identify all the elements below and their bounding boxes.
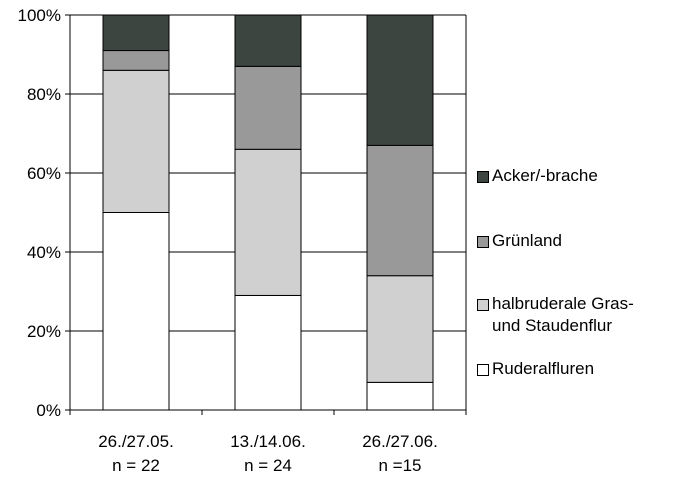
legend-item: halbruderale Gras- und Staudenflur xyxy=(477,293,634,337)
legend-swatch xyxy=(477,171,489,183)
y-tick-label: 100% xyxy=(18,6,61,25)
bar-segment xyxy=(366,144,434,277)
y-tick-label: 0% xyxy=(36,401,61,420)
bar-segment xyxy=(102,212,170,411)
legend-swatch xyxy=(477,299,489,311)
legend-label: halbruderale Gras- und Staudenflur xyxy=(492,294,634,335)
legend-item: Ruderalfluren xyxy=(477,358,594,380)
legend-swatch xyxy=(477,364,489,376)
legend-swatch xyxy=(477,236,489,248)
legend-item: Acker/-brache xyxy=(477,165,598,187)
bar-segment xyxy=(102,50,170,71)
bar-segment xyxy=(102,69,170,213)
y-tick-label: 80% xyxy=(27,85,61,104)
category-label: 26./27.06. n =15 xyxy=(362,432,438,475)
legend-label: Ruderalfluren xyxy=(492,359,595,378)
bar-segment xyxy=(234,148,302,296)
bar-segment xyxy=(234,294,302,411)
legend-item: Grünland xyxy=(477,230,562,252)
category-labels: 26./27.05. n = 22 13./14.06. n = 24 26./27.0… xyxy=(98,432,438,475)
y-tick-labels: 0% 20% 40% 60% 80% 100% xyxy=(18,6,61,420)
y-tick-label: 60% xyxy=(27,164,61,183)
legend-label: Acker/-brache xyxy=(492,166,598,185)
bar-segment xyxy=(366,275,434,383)
y-tick-label: 40% xyxy=(27,243,61,262)
y-tick-label: 20% xyxy=(27,322,61,341)
category-label: 13./14.06. n = 24 xyxy=(230,432,306,475)
category-label: 26./27.05. n = 22 xyxy=(98,432,174,475)
bar-segment xyxy=(234,65,302,150)
axes xyxy=(65,14,467,415)
bar-segment xyxy=(102,14,170,52)
bar-segment xyxy=(366,381,434,411)
bar-segment xyxy=(366,14,434,146)
bar-segment xyxy=(234,14,302,67)
bars xyxy=(102,14,434,411)
legend-label: Grünland xyxy=(492,231,562,250)
